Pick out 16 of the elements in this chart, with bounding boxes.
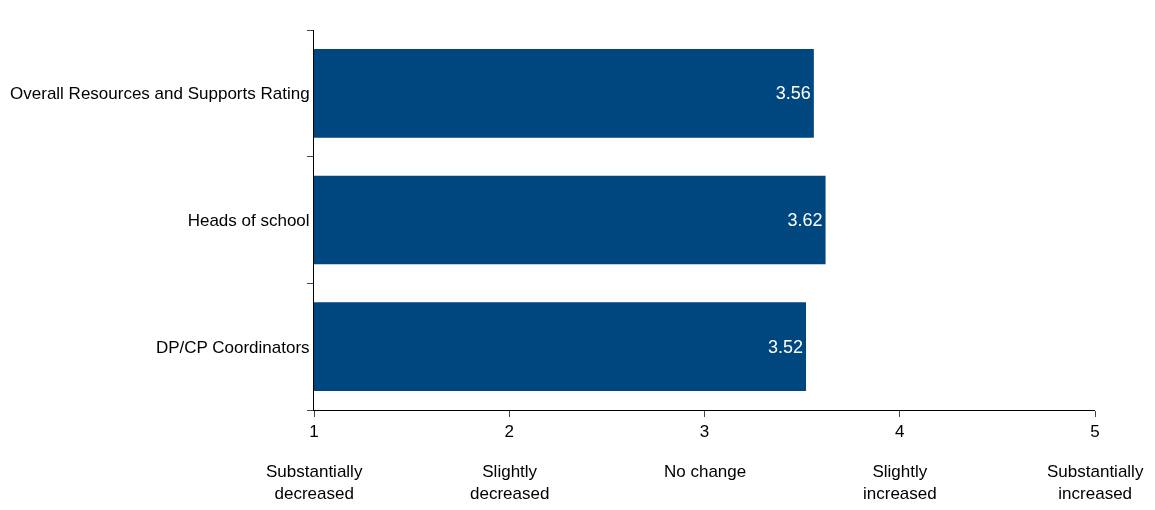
x-tick-label: 4 xyxy=(895,422,905,442)
y-tick-label: DP/CP Coordinators xyxy=(155,337,310,357)
x-tick-label: 2 xyxy=(504,422,514,442)
y-tick-label: Heads of school xyxy=(187,210,310,230)
data-label: 3.62 xyxy=(787,210,823,230)
data-label: 3.56 xyxy=(775,83,811,104)
text: Substantially decreased xyxy=(266,462,363,504)
x-tick-label: 1 xyxy=(309,422,319,442)
x-tick-label: 5 xyxy=(1090,422,1100,442)
text: Slightly decreased xyxy=(470,462,550,504)
x-tick-label: 3 xyxy=(699,422,710,442)
text: Slightly increased xyxy=(863,462,937,504)
text: Substantially increased xyxy=(1047,462,1144,504)
data-label: 3.52 xyxy=(767,336,804,357)
y-tick-label: Overall Resources and Supports Rating xyxy=(10,84,310,104)
text: No change xyxy=(664,462,747,481)
